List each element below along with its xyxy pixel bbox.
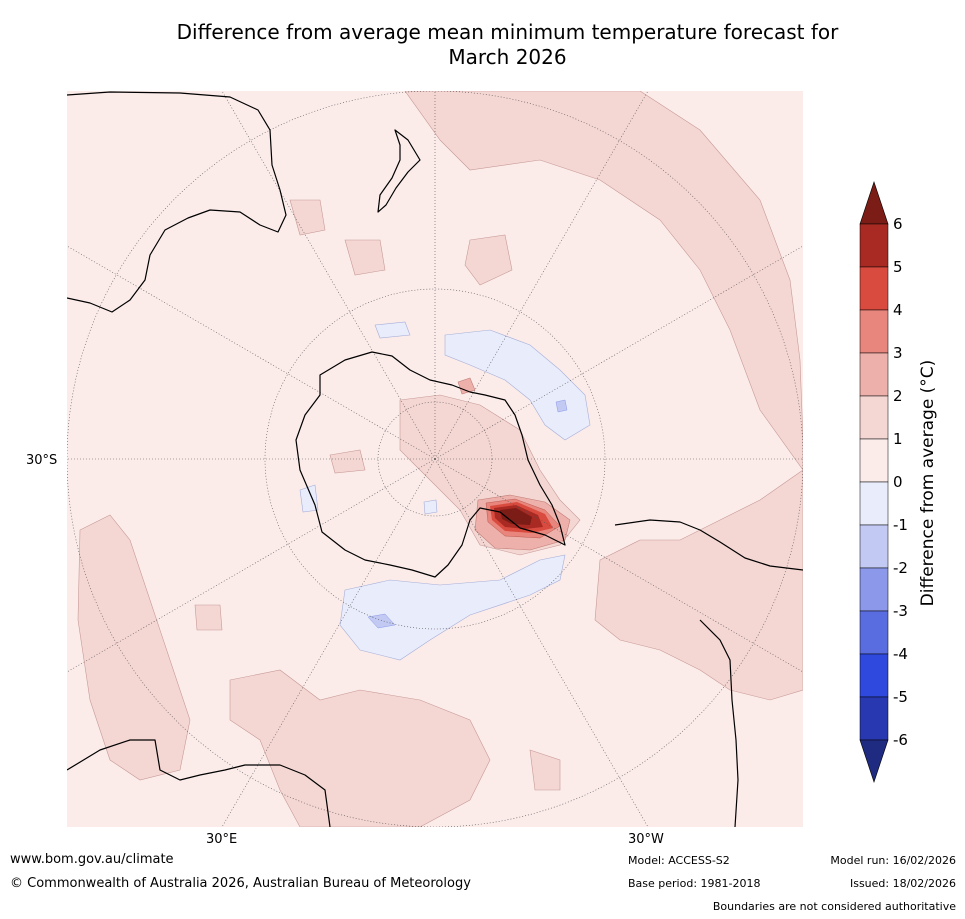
cool-patch-pacific bbox=[444, 329, 591, 441]
copyright-text: © Commonwealth of Australia 2026, Austra… bbox=[10, 876, 471, 891]
anomaly-1-to-2-regions bbox=[77, 91, 803, 827]
model-text: Model: ACCESS-S2 bbox=[628, 854, 730, 867]
colorbar-segment bbox=[859, 266, 889, 311]
new-zealand-coastline bbox=[377, 129, 421, 213]
lat-label-30s: 30°S bbox=[26, 453, 57, 468]
colorbar-tick-label: -2 bbox=[893, 559, 908, 577]
south-america-coastline bbox=[614, 519, 803, 827]
base-period-text: Base period: 1981-2018 bbox=[628, 877, 761, 890]
colorbar-segment bbox=[859, 696, 889, 741]
colorbar-extend-bottom bbox=[859, 739, 889, 783]
chart-title: Difference from average mean minimum tem… bbox=[60, 20, 955, 70]
lon-label-30e: 30°E bbox=[206, 832, 238, 847]
meridian-60e bbox=[67, 458, 436, 673]
warm-patch-w-1 bbox=[329, 449, 366, 474]
colorbar-tick-label: -4 bbox=[893, 645, 908, 663]
website-link[interactable]: www.bom.gov.au/climate bbox=[10, 852, 174, 867]
cool-core-2 bbox=[555, 399, 568, 413]
disclaimer-text: Boundaries are not considered authoritat… bbox=[712, 900, 956, 913]
meridian-60w bbox=[434, 458, 803, 673]
warm-patch-southeast bbox=[529, 749, 561, 791]
cool-patch-weddell bbox=[299, 484, 319, 513]
colorbar-tick-label: 6 bbox=[893, 215, 903, 233]
anomaly-minus-2-to-minus-1-regions bbox=[367, 399, 568, 629]
warm-patch-w-2 bbox=[194, 604, 223, 631]
meridian-30w bbox=[434, 458, 649, 827]
anomaly-minus-1-to-0-regions bbox=[299, 321, 591, 661]
warm-patch-south-america bbox=[594, 469, 803, 701]
colorbar-segment bbox=[859, 309, 889, 354]
colorbar-tick-label: 4 bbox=[893, 301, 903, 319]
colorbar-tick-label: 5 bbox=[893, 258, 903, 276]
warm-patch-south bbox=[229, 669, 491, 827]
meridian-120w bbox=[434, 245, 803, 460]
colorbar-tick-label: -3 bbox=[893, 602, 908, 620]
cool-patch-ross bbox=[374, 321, 411, 339]
pacific-warm-band bbox=[404, 91, 803, 471]
title-line-2: March 2026 bbox=[448, 45, 567, 69]
meridian-150w bbox=[434, 91, 649, 460]
colorbar-tick-label: -1 bbox=[893, 516, 908, 534]
anomaly-above-6-region bbox=[500, 508, 532, 525]
graticule-circle-50s bbox=[264, 288, 606, 630]
colorbar-extend-top bbox=[859, 181, 889, 225]
warm-patch-southwest bbox=[77, 514, 191, 781]
colorbar-tick-label: 1 bbox=[893, 430, 903, 448]
cool-band-atlantic bbox=[339, 554, 566, 661]
africa-coastline bbox=[67, 739, 331, 827]
colorbar-segment bbox=[859, 610, 889, 655]
colorbar-segment bbox=[859, 438, 889, 483]
cool-core-1 bbox=[367, 613, 396, 629]
warm-patch-nw-1 bbox=[289, 199, 326, 236]
coastlines bbox=[67, 91, 803, 827]
colorbar-tick-label: -5 bbox=[893, 688, 908, 706]
colorbar-tick-label: -6 bbox=[893, 731, 908, 749]
issued-text: Issued: 18/02/2026 bbox=[849, 877, 956, 890]
colorbar-segment bbox=[859, 524, 889, 569]
map-panel bbox=[67, 91, 803, 827]
meridian-120e bbox=[67, 245, 436, 460]
meridian-150e bbox=[221, 91, 436, 460]
warm-patch-small bbox=[457, 377, 476, 395]
colorbar-segment bbox=[859, 481, 889, 526]
colorbar-segment bbox=[859, 223, 889, 268]
colorbar-tick-label: 2 bbox=[893, 387, 903, 405]
title-line-1: Difference from average mean minimum tem… bbox=[176, 20, 839, 44]
colorbar-segment bbox=[859, 567, 889, 612]
antarctica-coastline bbox=[295, 351, 566, 578]
colorbar-segment bbox=[859, 395, 889, 440]
colorbar-tick-label: 0 bbox=[893, 473, 903, 491]
australia-coastline bbox=[67, 91, 287, 313]
cool-patch-small bbox=[423, 499, 438, 515]
lon-label-30w: 30°W bbox=[628, 832, 664, 847]
colorbar-segment bbox=[859, 653, 889, 698]
warm-patch-nw-2 bbox=[344, 239, 386, 276]
colorbar-tick-label: 3 bbox=[893, 344, 903, 362]
model-run-text: Model run: 16/02/2026 bbox=[830, 854, 956, 867]
colorbar-title: Difference from average (°C) bbox=[918, 359, 938, 607]
colorbar-segment bbox=[859, 352, 889, 397]
colorbar bbox=[859, 181, 889, 783]
warm-patch-n bbox=[464, 234, 513, 286]
graticule bbox=[67, 91, 803, 827]
meridian-30e bbox=[221, 458, 436, 827]
